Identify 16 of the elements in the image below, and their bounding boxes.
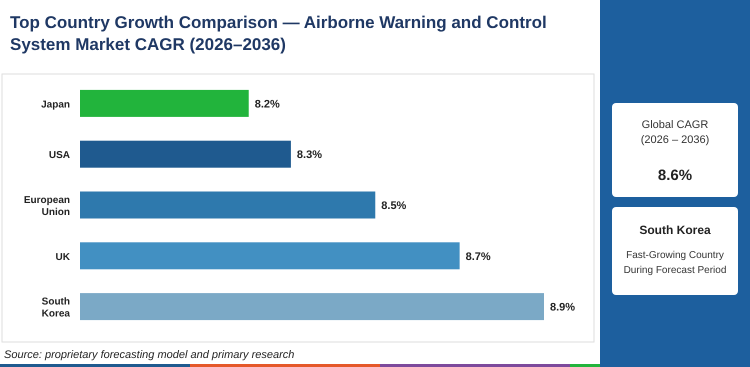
data-label: 8.3% [296,149,322,162]
y-tick-label: UK [56,252,71,263]
data-label: 8.7% [466,250,491,263]
text: 8.6% [658,167,692,184]
y-tick-label: South Korea [42,296,70,320]
data-label: 8.5% [381,200,407,212]
y-tick-label: USA [48,150,70,162]
source-note: Source: proprietary forecasting model and primary research [4,349,294,361]
data-label: 8.9% [550,302,576,314]
text: Fast-Growing Country During Forecast Period [624,250,726,276]
y-tick-label: European Union [24,195,70,218]
data-label: 8.2% [254,98,280,110]
chart-title: Top Country Growth Comparison — Airborne Warning and Control System Market CAGR (2026–2036) [10,13,547,54]
y-tick-label: Japan [41,99,70,110]
text: Global CAGR (2026 – 2036) [640,119,710,146]
text: South Korea [639,223,711,237]
